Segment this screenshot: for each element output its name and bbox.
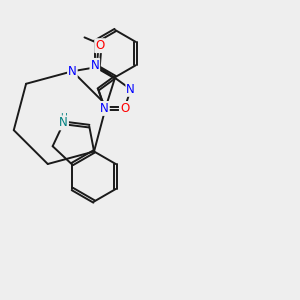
Text: H: H	[60, 113, 67, 122]
Text: N: N	[100, 102, 109, 115]
Text: O: O	[120, 102, 129, 115]
Text: N: N	[68, 65, 77, 78]
Text: O: O	[95, 39, 104, 52]
Text: N: N	[126, 83, 135, 96]
Text: N: N	[59, 116, 68, 129]
Text: N: N	[90, 59, 99, 72]
